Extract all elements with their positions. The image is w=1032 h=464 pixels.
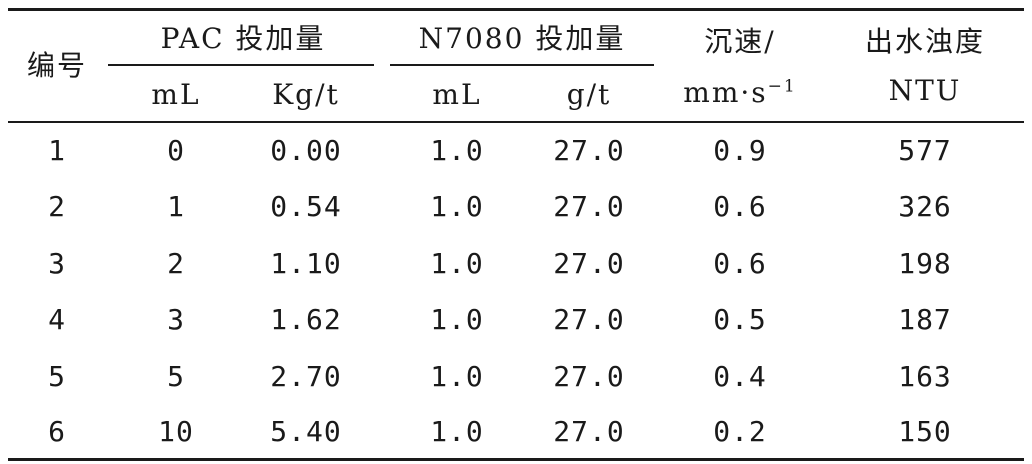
table-bottom-rule — [8, 458, 1024, 461]
cell-n-ml: 1.0 — [430, 190, 484, 223]
cell-n-ml: 1.0 — [430, 247, 484, 280]
cell-n-ml: 1.0 — [430, 415, 484, 448]
header-speed-line1: 沉速/ — [704, 25, 776, 58]
cell-n-g: 27.0 — [553, 415, 625, 448]
header-id: 编号 — [26, 49, 88, 82]
header-bottom-rule — [8, 121, 1024, 123]
cell-pac-kg: 1.10 — [270, 247, 342, 280]
header-pac-group: PAC 投加量 — [160, 22, 326, 55]
cell-pac-kg: 5.40 — [270, 415, 342, 448]
cell-pac-kg: 2.70 — [270, 360, 342, 393]
cell-id: 4 — [48, 303, 66, 336]
cell-ntu: 187 — [898, 303, 952, 336]
cell-speed: 0.6 — [713, 190, 767, 223]
cell-pac-ml: 1 — [167, 190, 185, 223]
cell-n-ml: 1.0 — [430, 134, 484, 167]
cell-pac-ml: 0 — [167, 134, 185, 167]
cell-speed: 0.4 — [713, 360, 767, 393]
header-turbidity-line2: NTU — [888, 74, 962, 107]
n7080-group-rule — [390, 64, 654, 66]
cell-n-g: 27.0 — [553, 247, 625, 280]
pac-group-rule — [108, 64, 374, 66]
cell-id: 1 — [48, 134, 66, 167]
header-n7080-group: N7080 投加量 — [418, 22, 626, 55]
table-top-rule — [8, 8, 1024, 11]
cell-n-g: 27.0 — [553, 360, 625, 393]
cell-n-g: 27.0 — [553, 303, 625, 336]
header-n7080-ml: mL — [432, 78, 482, 111]
cell-pac-kg: 0.54 — [270, 190, 342, 223]
cell-id: 6 — [48, 415, 66, 448]
header-turbidity-line1: 出水浊度 — [864, 25, 986, 58]
header-pac-kg: Kg/t — [272, 78, 340, 111]
cell-pac-kg: 1.62 — [270, 303, 342, 336]
header-pac-ml: mL — [151, 78, 201, 111]
cell-pac-kg: 0.00 — [270, 134, 342, 167]
cell-n-g: 27.0 — [553, 134, 625, 167]
header-n7080-g: g/t — [566, 78, 612, 111]
header-speed-line2: mm·s−1 — [683, 76, 797, 109]
cell-id: 3 — [48, 247, 66, 280]
cell-n-g: 27.0 — [553, 190, 625, 223]
cell-n-ml: 1.0 — [430, 360, 484, 393]
speed-unit: mm·s — [683, 76, 768, 109]
cell-speed: 0.2 — [713, 415, 767, 448]
cell-ntu: 577 — [898, 134, 952, 167]
cell-speed: 0.9 — [713, 134, 767, 167]
cell-ntu: 163 — [898, 360, 952, 393]
cell-pac-ml: 3 — [167, 303, 185, 336]
cell-n-ml: 1.0 — [430, 303, 484, 336]
cell-speed: 0.6 — [713, 247, 767, 280]
cell-id: 5 — [48, 360, 66, 393]
cell-speed: 0.5 — [713, 303, 767, 336]
cell-pac-ml: 10 — [158, 415, 194, 448]
cell-pac-ml: 2 — [167, 247, 185, 280]
cell-ntu: 150 — [898, 415, 952, 448]
cell-pac-ml: 5 — [167, 360, 185, 393]
cell-ntu: 198 — [898, 247, 952, 280]
cell-ntu: 326 — [898, 190, 952, 223]
speed-unit-superscript: −1 — [767, 76, 797, 97]
cell-id: 2 — [48, 190, 66, 223]
